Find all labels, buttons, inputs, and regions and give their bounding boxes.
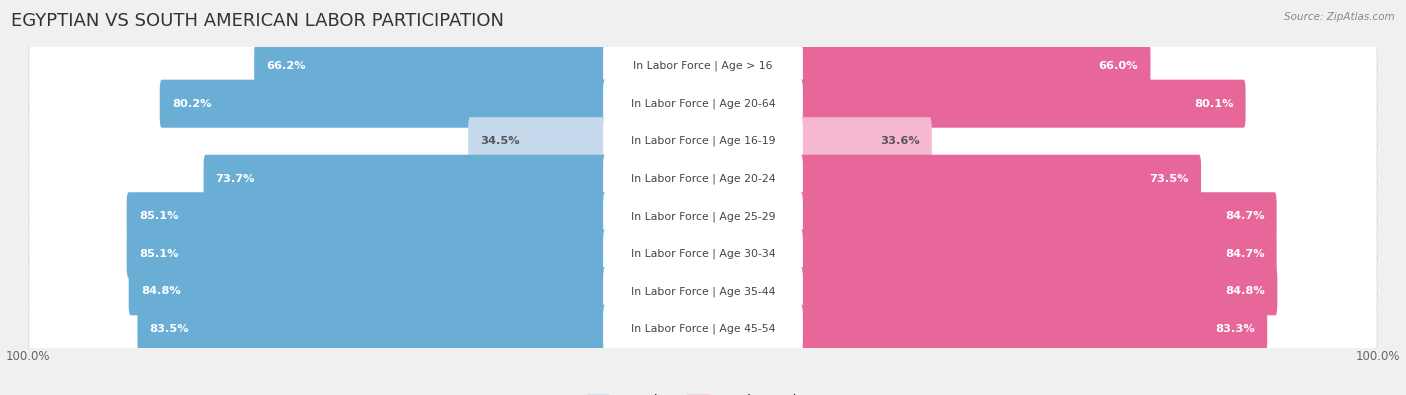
- Text: 66.0%: 66.0%: [1098, 61, 1139, 71]
- FancyBboxPatch shape: [27, 143, 1379, 214]
- FancyBboxPatch shape: [127, 192, 607, 240]
- FancyBboxPatch shape: [799, 305, 1267, 353]
- Text: In Labor Force | Age 35-44: In Labor Force | Age 35-44: [631, 286, 775, 297]
- FancyBboxPatch shape: [603, 80, 803, 128]
- FancyBboxPatch shape: [603, 42, 803, 90]
- Text: EGYPTIAN VS SOUTH AMERICAN LABOR PARTICIPATION: EGYPTIAN VS SOUTH AMERICAN LABOR PARTICI…: [11, 12, 505, 30]
- FancyBboxPatch shape: [30, 267, 1376, 315]
- FancyBboxPatch shape: [30, 192, 1376, 240]
- FancyBboxPatch shape: [603, 267, 803, 315]
- Text: In Labor Force | Age 16-19: In Labor Force | Age 16-19: [631, 136, 775, 147]
- FancyBboxPatch shape: [129, 267, 607, 315]
- FancyBboxPatch shape: [30, 230, 1376, 278]
- Text: Source: ZipAtlas.com: Source: ZipAtlas.com: [1284, 12, 1395, 22]
- Text: In Labor Force | Age 45-54: In Labor Force | Age 45-54: [631, 324, 775, 334]
- Text: 34.5%: 34.5%: [481, 136, 520, 146]
- FancyBboxPatch shape: [799, 230, 1277, 278]
- FancyBboxPatch shape: [27, 106, 1379, 177]
- FancyBboxPatch shape: [799, 155, 1201, 203]
- Text: 83.3%: 83.3%: [1215, 324, 1256, 334]
- Legend: Egyptian, South American: Egyptian, South American: [586, 394, 820, 395]
- FancyBboxPatch shape: [30, 155, 1376, 203]
- FancyBboxPatch shape: [603, 230, 803, 278]
- Text: 84.7%: 84.7%: [1225, 249, 1264, 259]
- FancyBboxPatch shape: [468, 117, 607, 165]
- FancyBboxPatch shape: [254, 42, 607, 90]
- FancyBboxPatch shape: [160, 80, 607, 128]
- FancyBboxPatch shape: [30, 305, 1376, 353]
- FancyBboxPatch shape: [30, 42, 1376, 90]
- Text: 80.1%: 80.1%: [1194, 99, 1233, 109]
- Text: In Labor Force | Age > 16: In Labor Force | Age > 16: [633, 61, 773, 71]
- Text: 33.6%: 33.6%: [880, 136, 920, 146]
- FancyBboxPatch shape: [603, 117, 803, 165]
- Text: In Labor Force | Age 30-34: In Labor Force | Age 30-34: [631, 248, 775, 259]
- FancyBboxPatch shape: [603, 155, 803, 203]
- FancyBboxPatch shape: [204, 155, 607, 203]
- FancyBboxPatch shape: [27, 31, 1379, 102]
- FancyBboxPatch shape: [138, 305, 607, 353]
- Text: 84.8%: 84.8%: [1226, 286, 1265, 296]
- FancyBboxPatch shape: [799, 192, 1277, 240]
- Text: 85.1%: 85.1%: [139, 249, 179, 259]
- FancyBboxPatch shape: [799, 42, 1150, 90]
- FancyBboxPatch shape: [603, 192, 803, 240]
- Text: In Labor Force | Age 25-29: In Labor Force | Age 25-29: [631, 211, 775, 222]
- FancyBboxPatch shape: [27, 256, 1379, 327]
- FancyBboxPatch shape: [27, 68, 1379, 139]
- Text: 66.2%: 66.2%: [266, 61, 307, 71]
- Text: In Labor Force | Age 20-24: In Labor Force | Age 20-24: [631, 173, 775, 184]
- FancyBboxPatch shape: [603, 305, 803, 353]
- FancyBboxPatch shape: [27, 293, 1379, 364]
- Text: In Labor Force | Age 20-64: In Labor Force | Age 20-64: [631, 98, 775, 109]
- Text: 84.8%: 84.8%: [141, 286, 180, 296]
- FancyBboxPatch shape: [799, 80, 1246, 128]
- Text: 83.5%: 83.5%: [149, 324, 190, 334]
- Text: 85.1%: 85.1%: [139, 211, 179, 221]
- Text: 80.2%: 80.2%: [172, 99, 211, 109]
- FancyBboxPatch shape: [127, 230, 607, 278]
- FancyBboxPatch shape: [799, 267, 1277, 315]
- Text: 73.7%: 73.7%: [215, 174, 256, 184]
- FancyBboxPatch shape: [30, 80, 1376, 128]
- FancyBboxPatch shape: [27, 181, 1379, 252]
- Text: 84.7%: 84.7%: [1225, 211, 1264, 221]
- FancyBboxPatch shape: [799, 117, 932, 165]
- Text: 73.5%: 73.5%: [1150, 174, 1189, 184]
- FancyBboxPatch shape: [27, 218, 1379, 289]
- FancyBboxPatch shape: [30, 117, 1376, 165]
